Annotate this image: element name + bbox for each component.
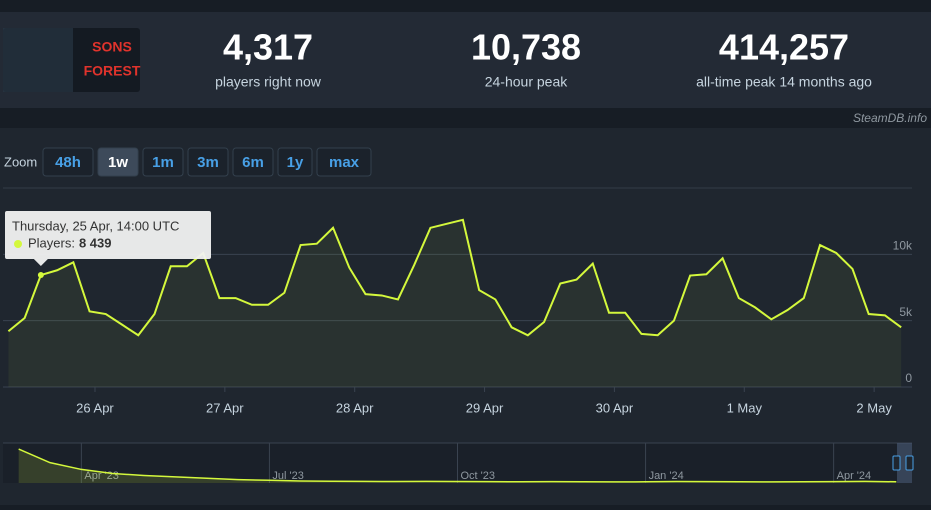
zoom-label: Zoom (4, 154, 37, 169)
tooltip-box (5, 211, 211, 266)
stat-value: 4,317 (223, 27, 313, 68)
x-tick-label: 26 Apr (76, 400, 114, 415)
zoom-button[interactable] (142, 147, 184, 177)
y-tick-label: 0 (905, 371, 912, 385)
zoom-button-label[interactable]: max (329, 154, 360, 171)
zoom-button-label[interactable]: 48h (55, 154, 81, 171)
navigator-label: Apr '24 (837, 470, 872, 482)
y-tick-label: 10k (893, 239, 913, 253)
line (7, 218, 902, 337)
navigator-label: Jul '23 (272, 470, 303, 482)
navigator-label: Jan '24 (649, 470, 684, 482)
main-chart: 0 5k 10k 26 Apr 27 Apr 28 Apr 29 Apr 30 Apr 1 Ma… (3, 218, 913, 415)
stat-label: players right now (215, 74, 322, 90)
credit[interactable]: SteamDB.info (853, 111, 927, 125)
x-tick-label: 28 Apr (336, 400, 374, 415)
zoom-button-label[interactable]: 3m (197, 154, 219, 171)
stat-label: all-time peak 14 months ago (696, 74, 872, 90)
navigator-selection[interactable] (897, 443, 912, 483)
navigator-label: Oct '23 (461, 470, 496, 482)
zoom-button[interactable] (277, 147, 313, 177)
navigator-handle[interactable] (892, 455, 901, 471)
navigator-area (18, 449, 897, 483)
x-tick-label: 30 Apr (596, 400, 634, 415)
y-tick-label: 5k (899, 305, 913, 319)
zoom-button-label[interactable]: 1w (108, 154, 128, 171)
logo-text: FOREST (84, 63, 141, 79)
navigator-chart: Apr '23 Jul '23 Oct '23 Jan '24 Apr '24 (18, 443, 897, 483)
tooltip-value: 8 439 (79, 235, 112, 250)
zoom-button[interactable] (97, 147, 139, 177)
tooltip-swatch (14, 240, 22, 248)
header-panel (0, 12, 931, 108)
x-tick-label: 29 Apr (466, 400, 504, 415)
zoom-button-label[interactable]: 1m (152, 154, 174, 171)
zoom-button[interactable] (232, 147, 274, 177)
zoom-button-label[interactable]: 1y (287, 154, 304, 171)
stat-label: 24-hour peak (485, 74, 569, 90)
tooltip-label: Players: (28, 235, 75, 250)
zoom-button[interactable] (187, 147, 229, 177)
zoom-button[interactable] (316, 147, 372, 177)
tooltip-point (37, 272, 44, 279)
tooltip: Thursday, 25 Apr, 14:00 UTC Players: 8 439 (5, 211, 211, 279)
x-tick-label: 2 May (856, 400, 892, 415)
tooltip-title: Thursday, 25 Apr, 14:00 UTC (12, 218, 179, 233)
zoom-button[interactable] (42, 147, 94, 177)
stat-value: 414,257 (719, 27, 849, 68)
zoom-button-label[interactable]: 6m (242, 154, 264, 171)
navigator-handle[interactable] (905, 455, 914, 471)
stat-value: 10,738 (471, 27, 581, 68)
navigator-line (18, 448, 897, 483)
x-tick-label: 1 May (727, 400, 763, 415)
logo-text: SONS (92, 39, 132, 55)
area (8, 219, 902, 387)
zoom-buttons: 48h 1w 1m 3m 6m 1y max (42, 147, 372, 177)
logo-art (3, 28, 73, 92)
x-tick-label: 27 Apr (206, 400, 244, 415)
